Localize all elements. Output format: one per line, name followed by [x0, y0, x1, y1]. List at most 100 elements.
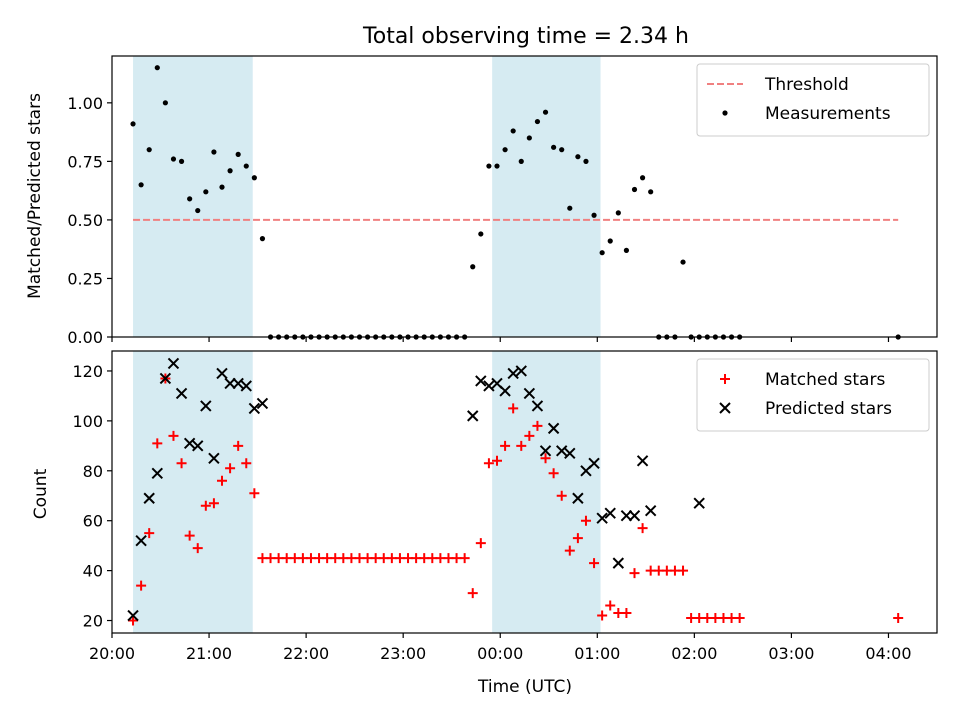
- measurement-point: [251, 175, 257, 181]
- matched-star-point: [516, 440, 527, 451]
- y-tick-label: 60: [83, 512, 103, 531]
- observing-interval: [133, 56, 253, 337]
- y-tick-label: 0.00: [67, 328, 103, 347]
- measurement-point: [567, 205, 573, 211]
- matched-star-point: [200, 500, 211, 511]
- measurement-point: [203, 189, 209, 195]
- matched-star-point: [144, 528, 155, 539]
- measurement-point: [591, 212, 597, 218]
- matched-star-point: [168, 430, 179, 441]
- predicted-star-point: [483, 380, 495, 392]
- measurement-point: [575, 154, 581, 160]
- matched-star-point: [734, 613, 745, 624]
- predicted-star-point: [531, 400, 544, 412]
- measurement-point: [680, 259, 686, 265]
- legend-box: [696, 63, 930, 137]
- measurement-point: [162, 100, 168, 106]
- predicted-star-point: [693, 497, 705, 509]
- predicted-star-point: [547, 422, 560, 435]
- predicted-star-point: [564, 447, 576, 460]
- matched-star-point: [564, 545, 575, 556]
- matched-star-point: [128, 615, 139, 626]
- predicted-star-point: [256, 397, 269, 410]
- y-tick-label: 40: [83, 562, 103, 581]
- measurement-point: [583, 158, 589, 164]
- chart-title: Total observing time = 2.34 h: [362, 24, 689, 49]
- measurement-point: [639, 175, 646, 181]
- predicted-star-point: [604, 507, 616, 519]
- y-tick-label: 1.00: [67, 94, 103, 113]
- measurement-point: [648, 189, 654, 195]
- axes-frame: [111, 350, 938, 634]
- measurement-point: [211, 149, 217, 155]
- x-tick-label: 20:00: [89, 644, 135, 663]
- measurement-point: [599, 250, 605, 256]
- predicted-star-point: [475, 375, 487, 387]
- observing-interval: [492, 351, 601, 633]
- matched-star-point: [540, 453, 551, 464]
- predicted-star-point: [159, 372, 172, 385]
- measurement-point: [235, 151, 241, 157]
- matched-star-point: [208, 498, 219, 509]
- matched-star-point: [597, 610, 608, 621]
- matched-star-point: [467, 588, 478, 599]
- predicted-star-point: [175, 387, 188, 400]
- predicted-star-point: [200, 400, 212, 412]
- predicted-star-point: [507, 367, 519, 380]
- measurement-point: [130, 121, 136, 127]
- matched-star-point: [893, 613, 904, 624]
- predicted-star-point: [240, 380, 252, 392]
- measurement-point: [154, 65, 160, 71]
- measurement-point: [259, 236, 266, 242]
- top-y-axis-label: Matched/Predicted stars: [25, 93, 45, 299]
- measurement-point: [526, 135, 532, 141]
- matched-star-point: [241, 458, 252, 469]
- predicted-star-point: [208, 452, 220, 465]
- x-tick-label: 02:00: [671, 644, 717, 663]
- matched-star-point: [475, 538, 486, 549]
- predicted-star-point: [523, 387, 536, 400]
- predicted-star-point: [499, 385, 511, 397]
- y-tick-label: 20: [83, 612, 103, 631]
- x-tick-label: 04:00: [865, 644, 911, 663]
- measurement-point: [615, 210, 621, 216]
- predicted-star-point: [167, 357, 180, 370]
- observing-interval: [133, 351, 253, 633]
- matched-star-point: [572, 533, 583, 544]
- matched-star-point: [500, 440, 511, 451]
- predicted-star-point: [151, 467, 164, 479]
- observing-interval: [492, 56, 601, 337]
- measurement-point: [623, 247, 630, 253]
- matched-star-point: [249, 488, 260, 499]
- x-axis-label: Time (UTC): [477, 677, 572, 697]
- predicted-star-point: [143, 492, 155, 504]
- measurement-point: [542, 109, 549, 115]
- legend-box: [696, 358, 930, 432]
- matched-star-point: [176, 458, 187, 469]
- y-tick-label: 0.75: [67, 152, 103, 171]
- matched-star-point: [580, 515, 591, 526]
- measurement-point: [138, 182, 144, 188]
- legend-predicted-swatch: [719, 402, 731, 414]
- legend-label: Threshold: [764, 75, 849, 95]
- measurement-point: [146, 147, 152, 153]
- legend: Threshold Measurements: [696, 63, 930, 137]
- x-tick-label: 23:00: [380, 644, 426, 663]
- measurement-point: [478, 231, 484, 237]
- predicted-star-point: [555, 445, 568, 457]
- predicted-star-point: [216, 367, 228, 380]
- predicted-star-point: [596, 512, 608, 524]
- predicted-star-point: [572, 492, 584, 504]
- measurement-point: [178, 158, 185, 164]
- matched-star-point: [621, 608, 632, 619]
- matched-star-point: [605, 600, 616, 611]
- matched-star-point: [492, 455, 502, 466]
- x-tick-label: 00:00: [477, 644, 523, 663]
- measurement-point: [494, 163, 500, 169]
- predicted-star-point: [628, 510, 641, 522]
- measurement-point: [631, 186, 638, 193]
- predicted-star-point: [539, 445, 552, 457]
- predicted-star-point: [224, 377, 236, 390]
- matched-star-point: [192, 543, 203, 554]
